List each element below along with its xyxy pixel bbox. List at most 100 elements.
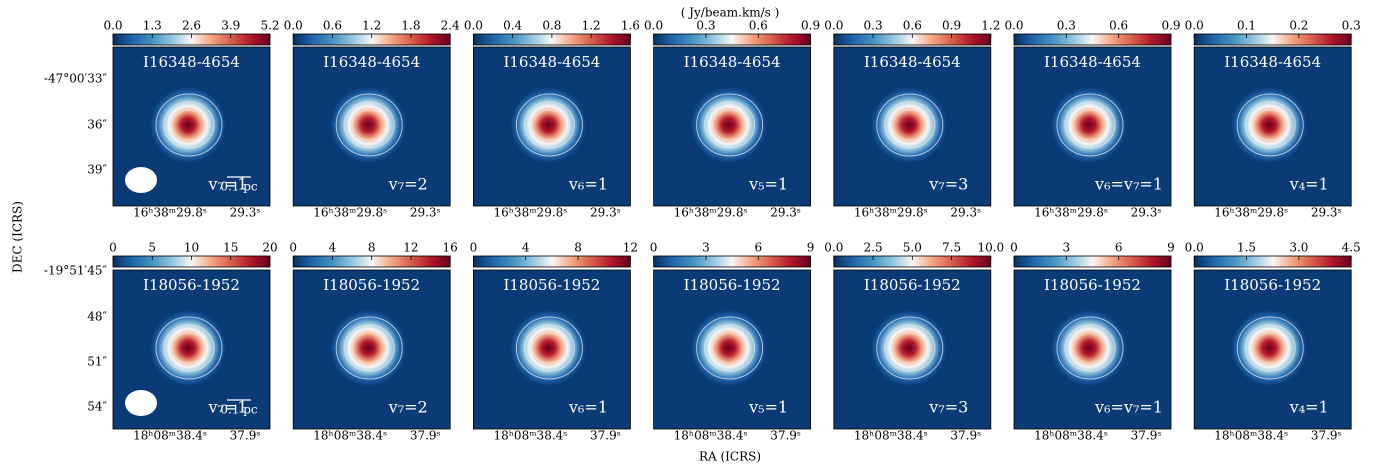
y-axis-label: DEC (ICRS): [11, 201, 25, 273]
colorbar-tick-label: 0: [470, 241, 478, 255]
panel-label: v₄=1: [1289, 175, 1329, 194]
contour: [531, 332, 567, 364]
y-tick-label: 54″: [87, 400, 107, 414]
panel-label: v₄=1: [1289, 398, 1329, 417]
contour: [1244, 101, 1296, 149]
y-tick-label: -47°00′33″: [44, 72, 108, 86]
contour: [171, 109, 207, 141]
panel-label: v₅=1: [748, 175, 788, 194]
panel-title: I18056-1952: [503, 276, 600, 294]
contour: [1064, 101, 1116, 149]
panel-title: I18056-1952: [684, 276, 781, 294]
panel-title: I18056-1952: [1224, 276, 1321, 294]
colorbar-tick-label: 12: [403, 241, 418, 255]
x-tick-label: 37.9ˢ: [590, 429, 621, 443]
contour: [876, 93, 944, 157]
x-tick-label: 29.3ˢ: [1131, 206, 1162, 220]
panel-label: v₅=1: [748, 398, 788, 417]
panel-title: I16348-4654: [1044, 53, 1141, 71]
contour: [155, 316, 223, 380]
contour: [171, 332, 207, 364]
contour: [884, 101, 936, 149]
panel-label: v₆=v₇=1: [1094, 398, 1163, 417]
colorbar-tick-label: 1.3: [143, 19, 162, 33]
colorbar-tick-label: 0.0: [824, 19, 843, 33]
contour: [1236, 316, 1304, 380]
colorbar-tick-label: 1.8: [401, 19, 420, 33]
contour: [335, 93, 403, 157]
colorbar-tick-label: 0.9: [942, 19, 961, 33]
y-tick-label: 48″: [87, 310, 107, 324]
colorbar-tick-label: 1.2: [362, 19, 381, 33]
colorbar-tick-label: 8: [368, 241, 376, 255]
x-tick-label: 37.9ˢ: [1131, 429, 1162, 443]
emission-blob: [330, 310, 407, 386]
colorbar-tick-label: 0.0: [1185, 19, 1204, 33]
colorbar-tick-label: 0.9: [801, 19, 820, 33]
colorbar-tick-label: 0.0: [824, 241, 843, 255]
panel-label: v₆=v₇=1: [1094, 175, 1163, 194]
colorbar-tick-label: 0.8: [542, 19, 561, 33]
colorbar-tick-label: 0: [109, 241, 117, 255]
x-tick-label: 29.3ˢ: [950, 206, 981, 220]
colorbar-tick-label: 0.3: [1342, 19, 1361, 33]
colorbar-tick-label: 12: [623, 241, 638, 255]
colorbar-tick-label: 1.5: [1237, 241, 1256, 255]
contour: [515, 316, 583, 380]
x-tick-label: 29.3ˢ: [770, 206, 801, 220]
x-tick-label: 37.9ˢ: [950, 429, 981, 443]
x-tick-label: 37.9ˢ: [230, 429, 261, 443]
x-tick-label: 16ʰ38ᵐ29.8ˢ: [854, 206, 928, 220]
colorbar-tick-label: 0.0: [284, 19, 303, 33]
emission-blob: [1051, 87, 1127, 163]
colorbar-tick-label: 0.6: [1109, 19, 1128, 33]
colorbar-tick-label: 0.0: [103, 19, 122, 33]
panel-title: I18056-1952: [864, 276, 961, 294]
panel-label: v₇=1: [207, 175, 247, 194]
contour: [892, 332, 928, 364]
colorbar-tick-label: 3: [702, 241, 710, 255]
x-tick-label: 18ʰ08ᵐ38.4ˢ: [674, 429, 748, 443]
panel-label: v₇=3: [928, 398, 968, 417]
contour: [343, 324, 395, 372]
contour: [884, 324, 936, 372]
x-tick-label: 37.9ˢ: [410, 429, 441, 443]
contour: [163, 324, 215, 372]
contour: [892, 109, 928, 141]
colorbar-tick-label: 0.3: [1057, 19, 1076, 33]
panel-label: v₆=1: [568, 398, 608, 417]
x-tick-label: 16ʰ38ᵐ29.8ˢ: [674, 206, 748, 220]
contour: [1072, 332, 1108, 364]
emission-blob: [150, 310, 226, 386]
beam: [125, 167, 157, 193]
colorbar-tick-label: 7.5: [942, 241, 961, 255]
emission-blob: [510, 310, 587, 386]
x-tick-label: 16ʰ38ᵐ29.8ˢ: [493, 206, 567, 220]
contour: [1252, 332, 1288, 364]
scale-bar-label: 0.1 pc: [220, 180, 258, 194]
panel-title: I16348-4654: [864, 53, 961, 71]
x-tick-label: 18ʰ08ᵐ38.4ˢ: [133, 429, 207, 443]
contour: [1072, 109, 1108, 141]
colorbar-tick-label: 0.0: [644, 19, 663, 33]
colorbar-tick-label: 3.9: [221, 19, 240, 33]
panel-title: I16348-4654: [684, 53, 781, 71]
colorbar-tick-label: 1.6: [621, 19, 640, 33]
colorbar-tick-label: 0: [289, 241, 297, 255]
colorbar-tick-label: 8: [574, 241, 582, 255]
x-tick-label: 18ʰ08ᵐ38.4ˢ: [1214, 429, 1288, 443]
x-tick-label: 16ʰ38ᵐ29.8ˢ: [1214, 206, 1288, 220]
contour: [163, 101, 215, 149]
emission-blob: [1231, 310, 1308, 386]
colorbar-tick-label: 6: [1115, 241, 1123, 255]
y-tick-label: 36″: [87, 118, 107, 132]
x-tick-label: 18ʰ08ᵐ38.4ˢ: [313, 429, 387, 443]
colorbar-tick-label: 0.3: [864, 19, 883, 33]
emission-blob: [870, 87, 947, 163]
emission-blob: [690, 310, 767, 386]
x-tick-label: 18ʰ08ᵐ38.4ˢ: [1034, 429, 1108, 443]
contour: [712, 332, 748, 364]
colorbar-tick-label: 20: [262, 241, 277, 255]
colorbar-tick-label: 1.2: [981, 19, 1000, 33]
colorbar: [1193, 255, 1352, 268]
